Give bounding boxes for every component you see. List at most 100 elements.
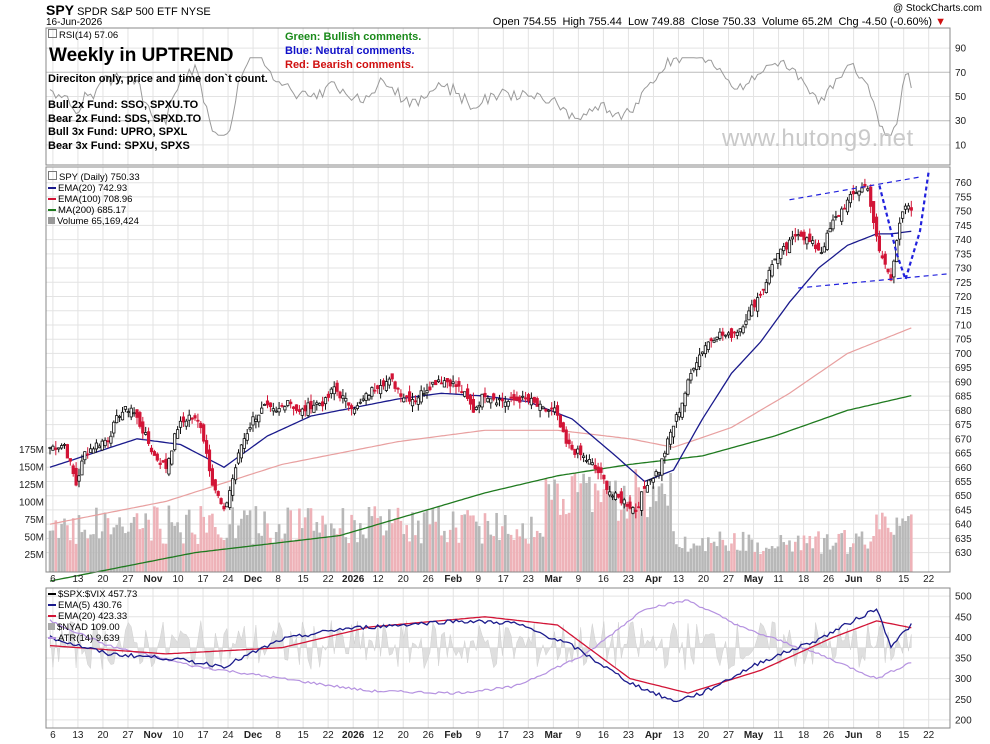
- volume-tick-label: 150M: [19, 463, 44, 474]
- volume-bar: [153, 506, 156, 572]
- x-tick-label: 20: [97, 730, 109, 741]
- candle-body: [767, 269, 771, 284]
- candle-body: [239, 444, 243, 459]
- candle-body: [80, 460, 84, 476]
- candle-body: [576, 448, 580, 454]
- volume-bar: [898, 525, 901, 572]
- x-tick-label: 16: [598, 574, 610, 585]
- candle-body: [94, 442, 98, 450]
- x-tick-label: 2026: [342, 730, 365, 741]
- price-tick-label: 715: [955, 306, 972, 317]
- candle-body: [494, 402, 499, 406]
- x-tick-label: 6: [50, 574, 56, 585]
- candle-body: [506, 401, 510, 407]
- volume-bar: [472, 515, 475, 572]
- candle-body: [680, 402, 684, 418]
- volume-bar: [651, 486, 655, 572]
- volume-tick-label: 175M: [19, 445, 44, 456]
- projection-path: [878, 171, 930, 284]
- candle-body: [138, 412, 142, 427]
- candle-body: [399, 393, 403, 397]
- candle-body: [851, 190, 855, 195]
- volume-bar: [182, 543, 185, 572]
- volume-bar: [596, 490, 600, 572]
- volume-bar: [605, 480, 609, 572]
- candle-body: [758, 293, 763, 296]
- candle-body: [753, 299, 757, 308]
- volume-bar: [388, 509, 391, 572]
- volume-bar: [544, 478, 548, 572]
- price-tick-label: 755: [955, 192, 972, 203]
- x-tick-label: 12: [373, 574, 385, 585]
- candle-body: [60, 445, 64, 449]
- candle-body: [413, 400, 418, 403]
- candle-body: [651, 478, 655, 483]
- candle-body: [86, 453, 90, 456]
- x-tick-label: 15: [298, 730, 310, 741]
- volume-bar: [129, 522, 133, 572]
- price-tick-label: 740: [955, 235, 972, 246]
- volume-bar: [121, 526, 124, 572]
- candle-body: [599, 467, 603, 473]
- candle-body: [785, 242, 789, 250]
- volume-bar: [98, 538, 101, 572]
- candle-body: [202, 424, 206, 442]
- candle-body: [65, 444, 69, 459]
- candle-body: [103, 439, 107, 447]
- candle-body: [901, 211, 905, 219]
- x-tick-label: 9: [576, 574, 582, 585]
- ratio-tick-label: 200: [955, 715, 972, 726]
- candle-body: [132, 412, 136, 415]
- rsi-tick-label: 30: [955, 116, 967, 127]
- candle-body: [532, 396, 536, 403]
- volume-bar: [570, 476, 574, 572]
- volume-bar: [89, 534, 92, 572]
- candle-body: [451, 381, 455, 384]
- candle-body: [721, 331, 725, 336]
- volume-bar: [243, 510, 246, 572]
- candle-body: [779, 248, 783, 260]
- volume-bar: [225, 537, 229, 572]
- volume-bar: [857, 536, 861, 572]
- volume-bar: [649, 506, 652, 572]
- volume-bar: [675, 544, 678, 572]
- candle-body: [425, 390, 429, 394]
- candle-body: [642, 486, 647, 489]
- candle-body: [460, 391, 464, 393]
- volume-bar: [527, 543, 530, 572]
- candle-body: [782, 246, 786, 252]
- candle-body: [219, 498, 223, 505]
- candle-body: [175, 429, 180, 439]
- candle-body: [509, 396, 513, 399]
- atr-swatch-icon: [48, 637, 56, 640]
- candle-body: [216, 491, 220, 496]
- x-tick-label: Apr: [645, 574, 662, 585]
- close-value: 750.33: [722, 16, 756, 28]
- volume-bar: [715, 546, 719, 572]
- candle-body: [280, 405, 284, 407]
- volume-bar: [854, 533, 858, 572]
- volume-bar: [463, 514, 466, 572]
- candle-body: [512, 394, 516, 401]
- candle-body: [555, 405, 560, 416]
- x-tick-label: 11: [773, 574, 784, 585]
- x-tick-label: 17: [197, 730, 209, 741]
- candle-body: [909, 207, 913, 211]
- candle-body: [799, 231, 803, 237]
- volume-bar: [141, 528, 145, 572]
- candle-body: [605, 480, 609, 490]
- candle-body: [625, 503, 629, 507]
- candle-body: [898, 222, 902, 240]
- candle-body: [660, 458, 664, 476]
- volume-bar: [498, 539, 501, 572]
- price-tick-label: 710: [955, 320, 972, 331]
- candle-body: [866, 188, 870, 191]
- ema100-line: [49, 327, 912, 525]
- candle-body: [306, 402, 310, 416]
- volume-bar: [825, 534, 829, 572]
- candle-body: [335, 382, 339, 392]
- candle-body: [683, 392, 687, 407]
- volume-bar: [692, 543, 696, 572]
- x-tick-label: 18: [798, 574, 810, 585]
- price-tick-label: 730: [955, 264, 972, 275]
